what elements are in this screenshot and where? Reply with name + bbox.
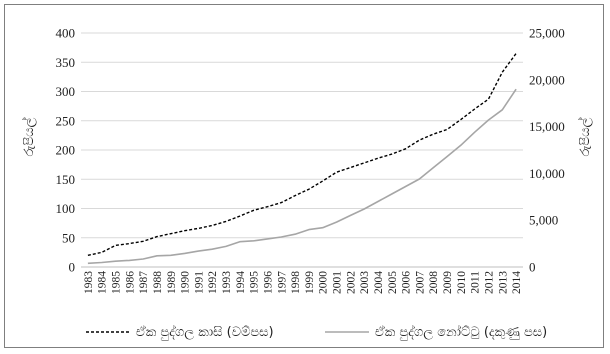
y-left-tick-label: 0 — [69, 260, 76, 275]
y-right-tick-label: 20,000 — [529, 72, 565, 87]
gridlines — [81, 32, 523, 268]
x-tick-label: 2005 — [387, 271, 399, 294]
y-left-tick-label: 100 — [56, 201, 76, 216]
x-tick-label: 1999 — [304, 271, 316, 294]
y-axis-left-title: රුපියල් — [21, 117, 37, 156]
x-tick-label: 1984 — [97, 271, 109, 294]
line-chart: 0 50 100 150 200 250 300 350 400 0 5,000 10,000 15,… — [21, 26, 593, 341]
x-tick-label: 2014 — [511, 271, 523, 294]
x-tick-label: 2010 — [456, 271, 468, 294]
x-tick-label: 2011 — [470, 271, 482, 294]
x-tick-label: 2000 — [318, 271, 330, 294]
x-tick-label: 1988 — [152, 271, 164, 294]
series-line-notes — [87, 88, 517, 265]
y-left-tick-label: 200 — [56, 143, 76, 158]
x-axis: 1983 1984 1985 1986 1987 1988 1989 1990 1991 1992… — [81, 266, 523, 294]
x-tick-label: 1995 — [249, 271, 261, 294]
x-tick-label: 2006 — [401, 271, 413, 294]
y-left-tick-label: 150 — [56, 172, 76, 187]
series-line-coins — [87, 53, 517, 256]
x-tick-label: 2009 — [442, 271, 454, 294]
legend-label-coins: ඒක පුද්ගල කාසි (වම්පස) — [136, 324, 274, 340]
y-axis-left: 0 50 100 150 200 250 300 350 400 — [56, 26, 76, 275]
x-tick-label: 1993 — [221, 271, 233, 294]
x-tick-label: 2007 — [414, 271, 426, 294]
y-right-tick-label: 0 — [529, 260, 536, 275]
y-left-tick-label: 400 — [56, 26, 76, 41]
legend-label-notes: ඒක පුද්ගල නෝට්ටු (දකුණු පස) — [375, 324, 547, 340]
x-tick-label: 1996 — [262, 271, 274, 294]
x-tick-label: 1998 — [290, 271, 302, 294]
y-right-tick-label: 10,000 — [529, 166, 565, 181]
x-tick-label: 1985 — [111, 271, 123, 294]
series-lines — [87, 53, 517, 265]
x-tick-label: 1997 — [276, 271, 288, 294]
x-tick-label: 1986 — [124, 271, 136, 294]
y-right-tick-label: 15,000 — [529, 119, 565, 134]
y-left-tick-label: 350 — [56, 55, 76, 70]
x-tick-label: 2013 — [497, 271, 509, 294]
x-tick-label: 1989 — [166, 271, 178, 294]
y-axis-right: 0 5,000 10,000 15,000 20,000 25,000 — [529, 26, 565, 275]
x-tick-label: 1987 — [138, 271, 150, 294]
x-tick-label: 1983 — [83, 271, 95, 294]
x-tick-label: 2002 — [345, 271, 357, 294]
x-tick-label: 1994 — [235, 271, 247, 294]
legend: ඒක පුද්ගල කාසි (වම්පස) ඒක පුද්ගල නෝට්ටු … — [86, 324, 547, 340]
y-left-tick-label: 50 — [62, 230, 75, 245]
y-left-tick-label: 300 — [56, 84, 76, 99]
x-tick-label: 1992 — [207, 271, 219, 294]
x-tick-label: 2012 — [483, 271, 495, 294]
y-axis-right-title: රුපියල් — [577, 117, 593, 156]
chart-frame: 0 50 100 150 200 250 300 350 400 0 5,000 10,000 15,… — [4, 4, 604, 348]
y-left-tick-label: 250 — [56, 113, 76, 128]
y-right-tick-label: 25,000 — [529, 26, 565, 41]
y-right-tick-label: 5,000 — [529, 213, 558, 228]
x-tick-label: 1991 — [193, 271, 205, 294]
x-tick-label: 1990 — [180, 271, 192, 294]
x-tick-label: 2003 — [359, 271, 371, 294]
x-tick-label: 2001 — [332, 271, 344, 294]
x-tick-label: 2008 — [428, 271, 440, 294]
x-tick-label: 2004 — [373, 271, 385, 294]
